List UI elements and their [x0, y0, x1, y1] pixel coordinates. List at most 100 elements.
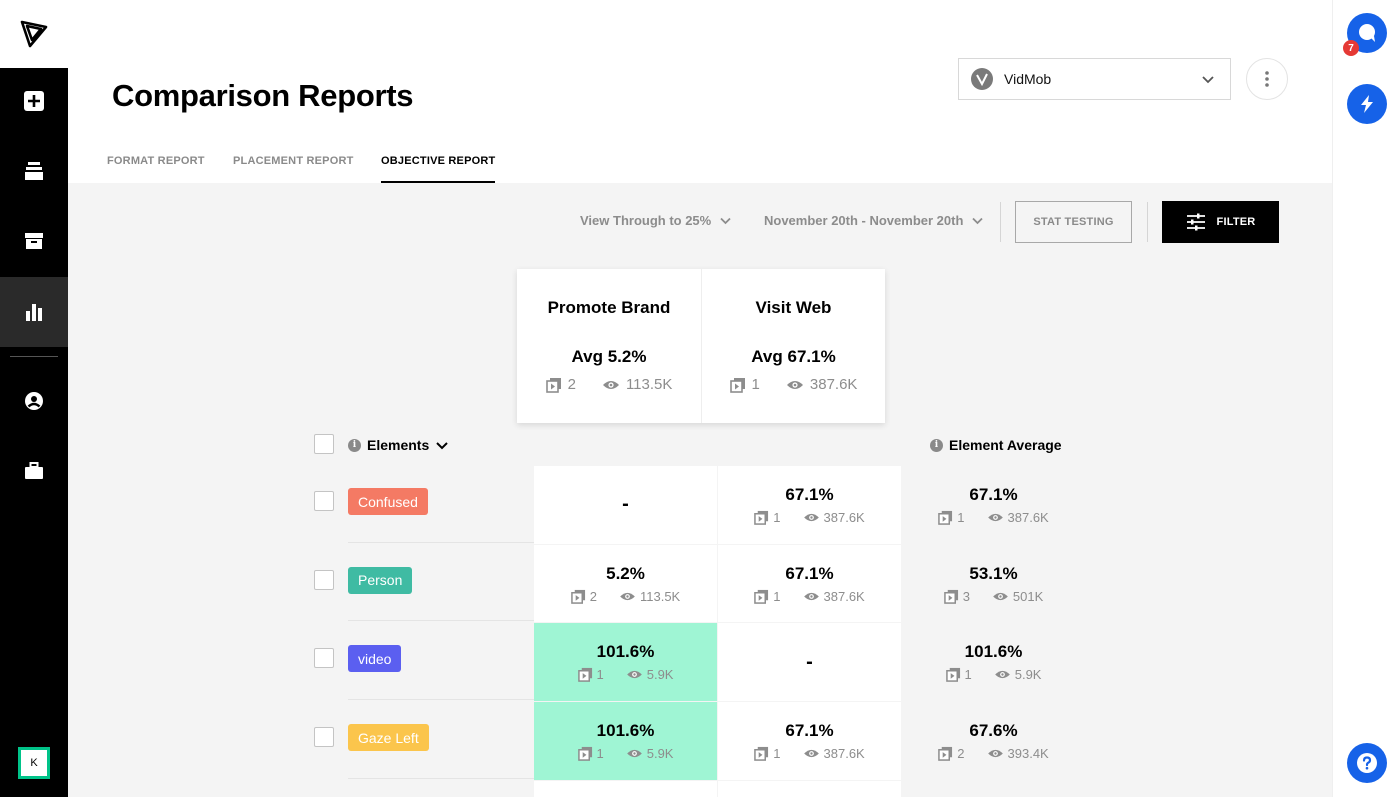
tab-format-report[interactable]: FORMAT REPORT	[107, 155, 205, 167]
archive-icon	[25, 233, 43, 249]
cell-stats: 2 393.4K	[938, 745, 1049, 761]
info-icon[interactable]: i	[930, 438, 943, 452]
element-tag[interactable]: Gaze Left	[348, 724, 429, 752]
views-count: 5.9K	[646, 745, 674, 761]
table-cell[interactable]: 5.2% 2 113.5K	[534, 544, 717, 623]
element-average-cell: 53.1% 3 501K	[902, 545, 1085, 623]
help-icon	[1357, 753, 1377, 773]
info-icon[interactable]: i	[348, 438, 361, 452]
creatives-icon	[577, 667, 593, 683]
creatives-icon	[938, 746, 953, 761]
filter-button[interactable]: FILTER	[1162, 201, 1279, 243]
date-range-dropdown[interactable]: November 20th - November 20th	[764, 213, 984, 228]
select-all-checkbox[interactable]	[314, 434, 334, 454]
logo[interactable]	[0, 0, 68, 68]
cell-stats: 2 113.5K	[570, 588, 681, 604]
tab-objective-report[interactable]: OBJECTIVE REPORT	[381, 140, 496, 183]
element-tag[interactable]: Person	[348, 566, 413, 594]
row-checkbox[interactable]	[314, 569, 334, 590]
add-icon	[24, 91, 44, 111]
creatives-count: 2	[957, 745, 965, 761]
creatives-count: 2	[589, 588, 597, 604]
toolbar-divider	[1147, 202, 1148, 242]
table-cell[interactable]: 67.1% 1 387.6K	[718, 544, 901, 623]
creatives-count: 1	[596, 667, 604, 683]
sidebar-item-create[interactable]	[0, 66, 68, 136]
table-cell[interactable]	[718, 780, 901, 797]
stat-testing-button[interactable]: STAT TESTING	[1015, 201, 1132, 243]
creatives-count: 1	[773, 509, 781, 525]
creatives-count: 1	[773, 588, 781, 604]
objective-average: Avg 67.1%	[751, 347, 836, 366]
cell-value: 101.6%	[596, 642, 655, 662]
objective-stats: 1 387.6K	[729, 376, 857, 393]
row-checkbox[interactable]	[314, 491, 334, 511]
elements-header[interactable]: i Elements	[348, 437, 449, 453]
eye-icon	[803, 591, 820, 602]
cell-value: 5.2%	[606, 563, 645, 583]
table-cell[interactable]: -	[534, 466, 717, 544]
objective-stats: 2 113.5K	[545, 376, 673, 393]
creatives-icon	[729, 377, 746, 393]
table-cell[interactable]: -	[718, 623, 901, 702]
empty-value: -	[622, 493, 629, 516]
element-average-cell: 67.6% 2 393.4K	[902, 702, 1085, 780]
user-avatar[interactable]: K	[18, 747, 50, 779]
org-logo-icon	[971, 68, 993, 90]
element-tag[interactable]: video	[348, 645, 402, 673]
more-options-button[interactable]	[1246, 58, 1288, 100]
metric-dropdown[interactable]: View Through to 25%	[580, 213, 732, 228]
organization-select[interactable]: VidMob	[958, 58, 1231, 100]
table-cell[interactable]: 101.6% 1 5.9K	[534, 702, 717, 780]
row-checkbox[interactable]	[314, 648, 334, 669]
eye-icon	[987, 748, 1004, 759]
eye-icon	[994, 669, 1011, 680]
cell-stats: 1 387.6K	[938, 509, 1049, 525]
right-rail: 7	[1332, 0, 1400, 797]
views-count: 113.5K	[625, 376, 673, 393]
creatives-count: 1	[596, 745, 604, 761]
eye-icon	[803, 748, 820, 759]
more-vertical-icon	[1265, 71, 1269, 87]
empty-value: -	[806, 650, 813, 673]
sidebar-divider	[10, 356, 58, 357]
views-count: 387.6K	[823, 745, 865, 761]
row-checkbox[interactable]	[314, 727, 334, 748]
sidebar-item-projects[interactable]	[0, 136, 68, 206]
lightning-icon	[1361, 95, 1373, 113]
date-range-label: November 20th - November 20th	[764, 213, 964, 228]
tab-placement-report[interactable]: PLACEMENT REPORT	[233, 155, 354, 167]
creatives-icon	[945, 667, 961, 683]
chevron-down-icon	[972, 217, 984, 225]
cell-value: 101.6%	[596, 720, 655, 740]
eye-icon	[602, 379, 620, 391]
creatives-count: 1	[773, 745, 781, 761]
sidebar-item-library[interactable]	[0, 206, 68, 276]
bar-chart-icon	[26, 304, 42, 321]
table-cell[interactable]: 67.1% 1 387.6K	[718, 466, 901, 544]
views-count: 5.9K	[1014, 667, 1042, 683]
layers-icon	[25, 162, 43, 180]
creatives-icon	[754, 589, 769, 604]
creatives-count: 1	[751, 376, 760, 393]
element-average-label: Element Average	[949, 437, 1062, 453]
table-cell[interactable]	[534, 780, 717, 797]
sidebar-item-workspace[interactable]	[0, 436, 68, 506]
creatives-count: 2	[567, 376, 576, 393]
cell-stats: 1 5.9K	[945, 667, 1042, 683]
help-button[interactable]	[1347, 743, 1387, 783]
sidebar-item-account[interactable]	[0, 366, 68, 436]
quick-actions-button[interactable]	[1347, 84, 1387, 124]
views-count: 113.5K	[639, 588, 681, 604]
views-count: 393.4K	[1007, 745, 1049, 761]
element-tag[interactable]: Confused	[348, 488, 428, 515]
cell-value: 67.1%	[785, 720, 834, 740]
table-cell[interactable]: 67.1% 1 387.6K	[718, 702, 901, 780]
creatives-count: 1	[957, 509, 965, 525]
filter-label: FILTER	[1216, 216, 1256, 228]
sidebar-item-reports[interactable]	[0, 277, 68, 347]
table-cell[interactable]: 101.6% 1 5.9K	[534, 623, 717, 702]
eye-icon	[626, 748, 643, 759]
element-average-header: i Element Average	[930, 437, 1062, 453]
eye-icon	[626, 669, 643, 680]
